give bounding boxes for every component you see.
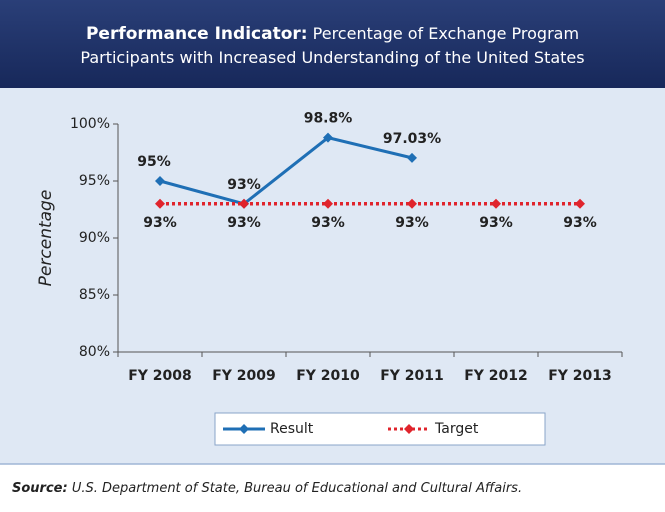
y-tick-label: 80% (79, 344, 110, 360)
value-label: 97.03% (383, 131, 441, 147)
legend-marker (404, 424, 414, 434)
point (323, 198, 333, 209)
x-tick-label: FY 2010 (296, 368, 360, 384)
x-tick-label: FY 2013 (548, 368, 612, 384)
y-axis-label: Percentage (36, 190, 56, 287)
point (155, 176, 165, 186)
header (0, 0, 665, 88)
title: Performance Indicator: Percentage of Exc… (40, 22, 625, 70)
value-label: 93% (479, 215, 513, 231)
value-label: 98.8% (304, 111, 353, 127)
title-box: Performance Indicator: Percentage of Exc… (40, 22, 625, 70)
x-tick-label: FY 2008 (128, 368, 192, 384)
legend-box (214, 412, 546, 446)
point (407, 198, 417, 209)
source: Source: U.S. Department of State, Bureau… (12, 481, 522, 496)
x-tick-label: FY 2011 (380, 368, 444, 384)
legend-label: Target (434, 421, 479, 437)
source-label: Source: (12, 481, 68, 496)
point (239, 198, 249, 209)
value-label: 95% (137, 154, 171, 170)
source-text: U.S. Department of State, Bureau of Educ… (72, 481, 522, 496)
title-bold: Performance Indicator: (85, 24, 308, 44)
source-bar (0, 464, 665, 508)
title-text: Percentage of Exchange Program Participa… (80, 24, 585, 67)
y-tick-label: 90% (79, 230, 110, 246)
y-tick-label: 100% (70, 116, 110, 132)
value-label: 93% (311, 215, 345, 231)
x-tick-label: FY 2012 (464, 368, 528, 384)
plot: 80% 85% 90% 95% 100% FY 2008 FY 2009 FY 2010 FY … (70, 111, 623, 446)
point (491, 198, 501, 209)
legend-marker (239, 424, 249, 434)
value-label: 93% (227, 177, 261, 193)
point (323, 132, 333, 143)
y-tick-label: 85% (79, 287, 110, 303)
value-label: 93% (563, 215, 597, 231)
value-label: 93% (227, 215, 261, 231)
series-line (159, 136, 413, 206)
y-tick-label: 95% (79, 173, 110, 189)
point (155, 198, 165, 209)
point (407, 152, 417, 163)
value-label: 93% (395, 215, 429, 231)
value-label: 93% (143, 215, 177, 231)
point (575, 198, 585, 209)
x-tick-label: FY 2009 (212, 368, 276, 384)
legend-label: Result (270, 421, 314, 437)
